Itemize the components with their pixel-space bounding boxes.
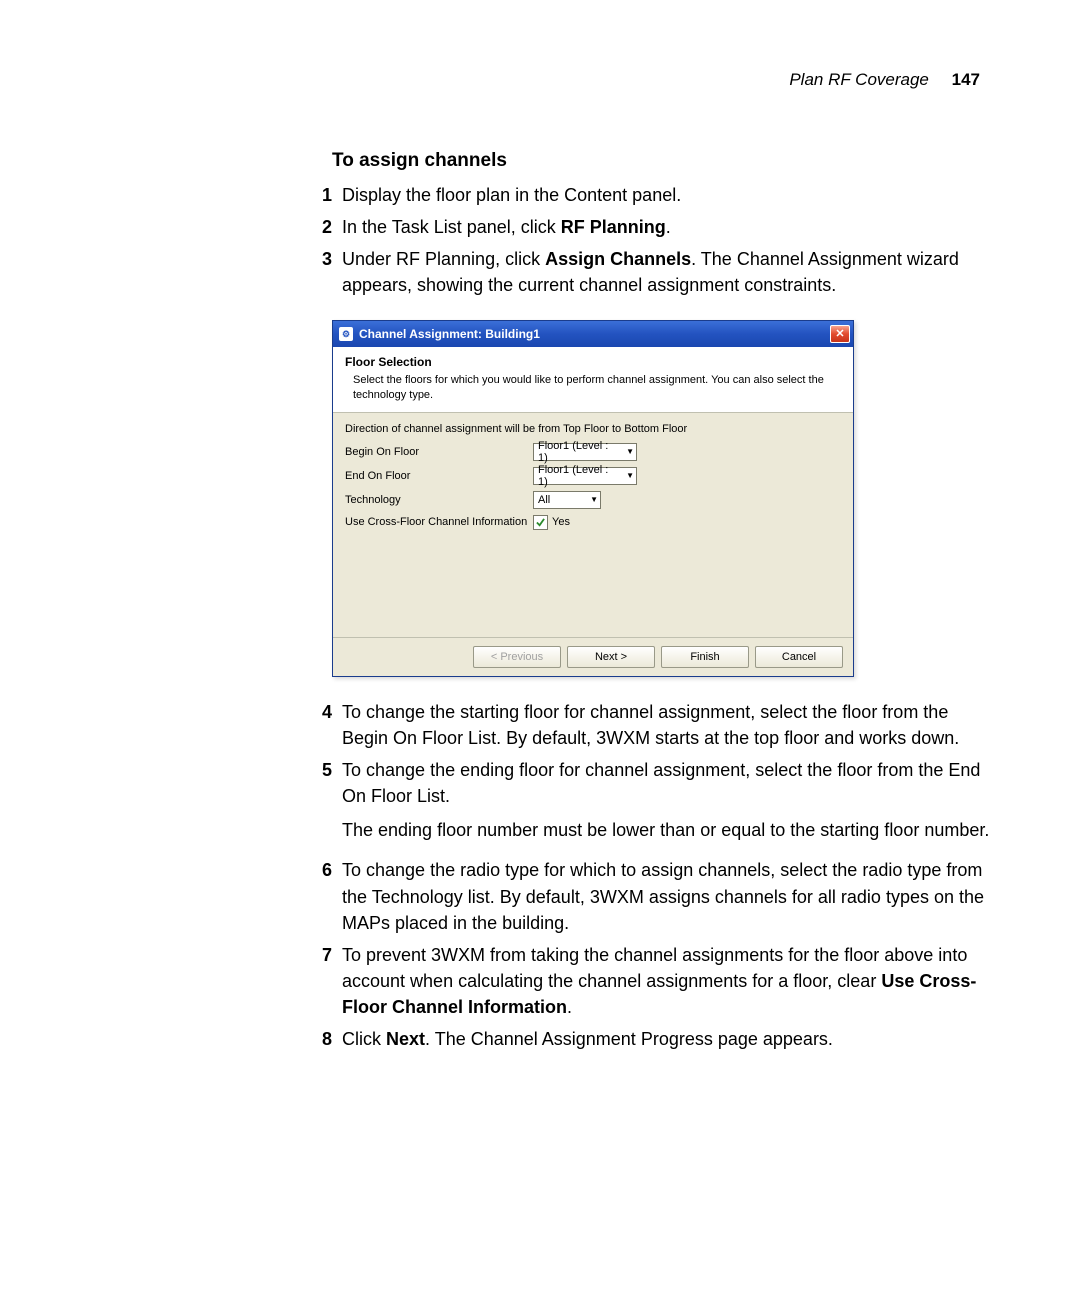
finish-button[interactable]: Finish xyxy=(661,646,749,668)
chevron-down-icon: ▼ xyxy=(626,447,634,456)
text-pre: In the Task List panel, click xyxy=(342,217,561,237)
begin-floor-label: Begin On Floor xyxy=(345,446,533,458)
app-icon: ⚙ xyxy=(339,327,353,341)
text-bold: Assign Channels xyxy=(545,249,691,269)
row-begin-floor: Begin On Floor Floor1 (Level : 1) ▼ xyxy=(345,443,841,461)
text-post: . xyxy=(567,997,572,1017)
technology-dropdown[interactable]: All ▼ xyxy=(533,491,601,509)
text-pre: To prevent 3WXM from taking the channel … xyxy=(342,945,967,991)
document-page: Plan RF Coverage 147 To assign channels … xyxy=(0,0,1080,1296)
text-pre: Under RF Planning, click xyxy=(342,249,545,269)
running-header: Plan RF Coverage 147 xyxy=(789,70,980,90)
step-text: Under RF Planning, click Assign Channels… xyxy=(342,246,990,298)
chevron-down-icon: ▼ xyxy=(626,471,634,480)
end-floor-dropdown[interactable]: Floor1 (Level : 1) ▼ xyxy=(533,467,637,485)
row-cross-floor: Use Cross-Floor Channel Information Yes xyxy=(345,515,841,530)
dialog-screenshot: ⚙ Channel Assignment: Building1 ✕ Floor … xyxy=(332,320,990,677)
step-number: 4 xyxy=(300,699,342,751)
steps-list: 1 Display the floor plan in the Content … xyxy=(300,182,990,298)
step-number: 3 xyxy=(300,246,342,298)
step-8: 8 Click Next. The Channel Assignment Pro… xyxy=(300,1026,990,1052)
previous-button: < Previous xyxy=(473,646,561,668)
step-1: 1 Display the floor plan in the Content … xyxy=(300,182,990,208)
step-text: To change the radio type for which to as… xyxy=(342,857,990,935)
text-post: . xyxy=(666,217,671,237)
step-number: 1 xyxy=(300,182,342,208)
channel-assignment-dialog: ⚙ Channel Assignment: Building1 ✕ Floor … xyxy=(332,320,854,677)
row-technology: Technology All ▼ xyxy=(345,491,841,509)
row-end-floor: End On Floor Floor1 (Level : 1) ▼ xyxy=(345,467,841,485)
step-3: 3 Under RF Planning, click Assign Channe… xyxy=(300,246,990,298)
close-icon: ✕ xyxy=(835,329,844,340)
step-number: 7 xyxy=(300,942,342,1020)
check-icon xyxy=(536,518,545,527)
close-button[interactable]: ✕ xyxy=(830,325,850,343)
step-number: 8 xyxy=(300,1026,342,1052)
step-text: To change the ending floor for channel a… xyxy=(342,757,990,851)
step-text: Display the floor plan in the Content pa… xyxy=(342,182,990,208)
dropdown-value: All xyxy=(538,494,550,506)
text-bold: Next xyxy=(386,1029,425,1049)
steps-list-cont: 4 To change the starting floor for chann… xyxy=(300,699,990,1052)
step-number: 5 xyxy=(300,757,342,851)
page-number: 147 xyxy=(952,70,980,89)
step-6: 6 To change the radio type for which to … xyxy=(300,857,990,935)
cross-floor-label: Use Cross-Floor Channel Information xyxy=(345,516,533,528)
cross-floor-checkbox[interactable] xyxy=(533,515,548,530)
step-7: 7 To prevent 3WXM from taking the channe… xyxy=(300,942,990,1020)
step-number: 6 xyxy=(300,857,342,935)
step-5-p1: To change the ending floor for channel a… xyxy=(342,757,990,809)
text-bold: RF Planning xyxy=(561,217,666,237)
dialog-titlebar: ⚙ Channel Assignment: Building1 ✕ xyxy=(333,321,853,347)
step-5: 5 To change the ending floor for channel… xyxy=(300,757,990,851)
procedure-heading: To assign channels xyxy=(332,150,990,172)
step-text: To change the starting floor for channel… xyxy=(342,699,990,751)
dialog-header: Floor Selection Select the floors for wh… xyxy=(333,347,853,413)
technology-label: Technology xyxy=(345,494,533,506)
dropdown-value: Floor1 (Level : 1) xyxy=(538,440,620,464)
chevron-down-icon: ▼ xyxy=(590,495,598,504)
dialog-section-title: Floor Selection xyxy=(345,355,841,369)
direction-note: Direction of channel assignment will be … xyxy=(345,423,841,435)
step-5-p2: The ending floor number must be lower th… xyxy=(342,817,990,843)
begin-floor-dropdown[interactable]: Floor1 (Level : 1) ▼ xyxy=(533,443,637,461)
end-floor-label: End On Floor xyxy=(345,470,533,482)
dialog-body: Direction of channel assignment will be … xyxy=(333,413,853,637)
step-text: Click Next. The Channel Assignment Progr… xyxy=(342,1026,990,1052)
checkbox-label: Yes xyxy=(552,516,570,528)
section-title: Plan RF Coverage xyxy=(789,70,929,89)
dialog-description: Select the floors for which you would li… xyxy=(345,373,841,402)
next-button[interactable]: Next > xyxy=(567,646,655,668)
dropdown-value: Floor1 (Level : 1) xyxy=(538,464,620,488)
dialog-title: Channel Assignment: Building1 xyxy=(359,327,830,341)
step-text: To prevent 3WXM from taking the channel … xyxy=(342,942,990,1020)
step-2: 2 In the Task List panel, click RF Plann… xyxy=(300,214,990,240)
dialog-footer: < Previous Next > Finish Cancel xyxy=(333,637,853,676)
text-post: . The Channel Assignment Progress page a… xyxy=(425,1029,833,1049)
content-body: To assign channels 1 Display the floor p… xyxy=(300,150,990,1052)
step-text: In the Task List panel, click RF Plannin… xyxy=(342,214,990,240)
text-pre: Click xyxy=(342,1029,386,1049)
cancel-button[interactable]: Cancel xyxy=(755,646,843,668)
step-4: 4 To change the starting floor for chann… xyxy=(300,699,990,751)
step-number: 2 xyxy=(300,214,342,240)
